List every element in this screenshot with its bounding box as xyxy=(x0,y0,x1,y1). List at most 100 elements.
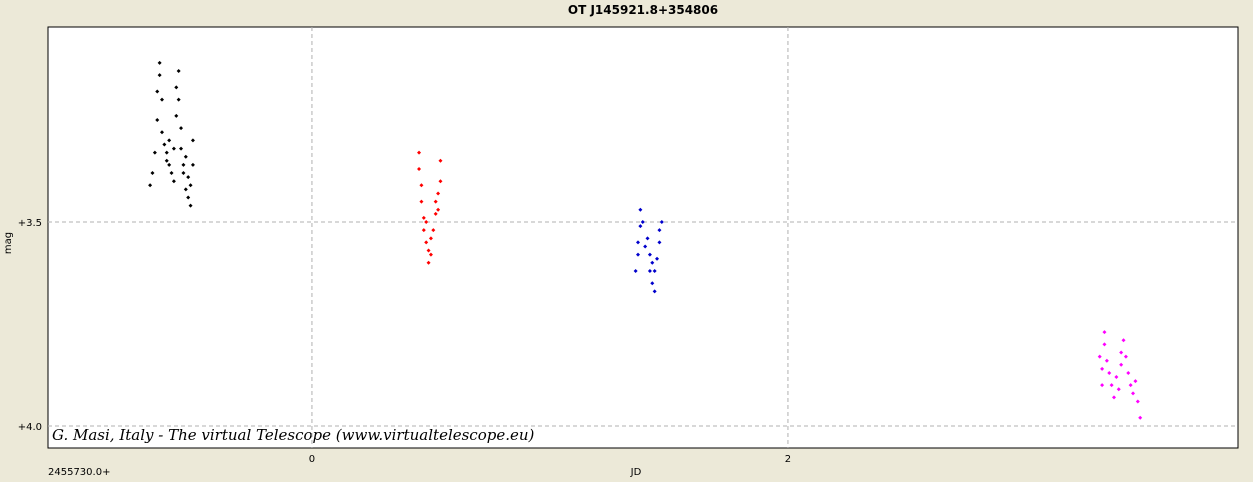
data-point xyxy=(428,236,433,241)
plot-area xyxy=(47,26,1239,449)
data-point xyxy=(179,126,184,131)
data-point xyxy=(1104,358,1109,363)
data-point xyxy=(647,268,652,273)
data-point xyxy=(1126,370,1131,375)
data-point xyxy=(190,162,195,167)
data-point xyxy=(426,260,431,265)
annotation: G. Masi, Italy - The virtual Telescope (… xyxy=(52,426,535,444)
data-point xyxy=(417,150,422,155)
data-point xyxy=(157,73,162,78)
x-tick-label: 0 xyxy=(309,454,315,465)
data-point xyxy=(155,89,160,94)
data-point xyxy=(152,150,157,155)
data-point xyxy=(433,211,438,216)
data-point xyxy=(640,219,645,224)
data-point xyxy=(174,113,179,118)
data-point xyxy=(438,179,443,184)
data-point xyxy=(424,219,429,224)
data-point xyxy=(636,252,641,257)
data-point xyxy=(645,236,650,241)
x-axis-label: JD xyxy=(630,467,642,478)
data-point xyxy=(188,203,193,208)
data-point xyxy=(652,289,657,294)
data-point xyxy=(428,252,433,257)
data-point xyxy=(167,138,172,143)
y-tick-label: +4.0 xyxy=(18,422,42,433)
data-point xyxy=(1102,330,1107,335)
data-point xyxy=(171,179,176,184)
data-point xyxy=(1097,354,1102,359)
data-point xyxy=(1123,354,1128,359)
data-point xyxy=(636,240,641,245)
data-point xyxy=(1131,391,1136,396)
data-point xyxy=(638,207,643,212)
data-point xyxy=(164,150,169,155)
data-point xyxy=(160,130,165,135)
data-point xyxy=(181,171,186,176)
data-point xyxy=(186,195,191,200)
data-point xyxy=(1135,399,1140,404)
data-point xyxy=(1121,338,1126,343)
chart-title: OT J145921.8+354806 xyxy=(568,3,718,17)
data-point xyxy=(433,199,438,204)
data-point xyxy=(657,240,662,245)
data-point xyxy=(183,187,188,192)
data-point xyxy=(1133,379,1138,384)
data-point xyxy=(157,60,162,65)
data-point xyxy=(421,228,426,233)
data-point xyxy=(655,256,660,261)
data-point xyxy=(171,146,176,151)
data-point xyxy=(169,171,174,176)
data-point xyxy=(1107,370,1112,375)
data-point xyxy=(650,260,655,265)
data-point xyxy=(431,228,436,233)
data-point xyxy=(633,268,638,273)
data-point xyxy=(162,142,167,147)
data-point xyxy=(1100,383,1105,388)
data-point xyxy=(652,268,657,273)
data-point xyxy=(643,244,648,249)
data-point xyxy=(1109,383,1114,388)
data-point xyxy=(1119,350,1124,355)
data-point xyxy=(419,199,424,204)
data-point xyxy=(426,248,431,253)
data-point xyxy=(436,207,441,212)
data-point xyxy=(167,162,172,167)
data-point xyxy=(1116,387,1121,392)
data-point xyxy=(638,224,643,229)
data-point xyxy=(1128,383,1133,388)
data-point xyxy=(186,175,191,180)
data-point xyxy=(650,281,655,286)
data-point xyxy=(1119,362,1124,367)
data-point xyxy=(150,171,155,176)
data-point xyxy=(183,154,188,159)
data-point xyxy=(419,183,424,188)
data-point xyxy=(179,146,184,151)
data-point xyxy=(148,183,153,188)
data-point xyxy=(1112,395,1117,400)
data-point xyxy=(424,240,429,245)
data-point xyxy=(657,228,662,233)
data-point xyxy=(188,183,193,188)
data-point xyxy=(176,69,181,74)
data-point xyxy=(181,162,186,167)
data-point xyxy=(164,158,169,163)
data-point xyxy=(1138,415,1143,420)
y-tick-label: +3.5 xyxy=(18,218,42,229)
data-point xyxy=(421,215,426,220)
data-point xyxy=(1114,375,1119,380)
data-point xyxy=(417,166,422,171)
data-point xyxy=(436,191,441,196)
data-point xyxy=(659,219,664,224)
data-point xyxy=(1100,366,1105,371)
x-tick-label: 2 xyxy=(785,454,791,465)
y-axis-label: mag xyxy=(3,232,14,254)
data-point xyxy=(174,85,179,90)
data-point xyxy=(1102,342,1107,347)
data-point xyxy=(438,158,443,163)
data-point xyxy=(647,252,652,257)
data-point xyxy=(190,138,195,143)
data-point xyxy=(176,97,181,102)
